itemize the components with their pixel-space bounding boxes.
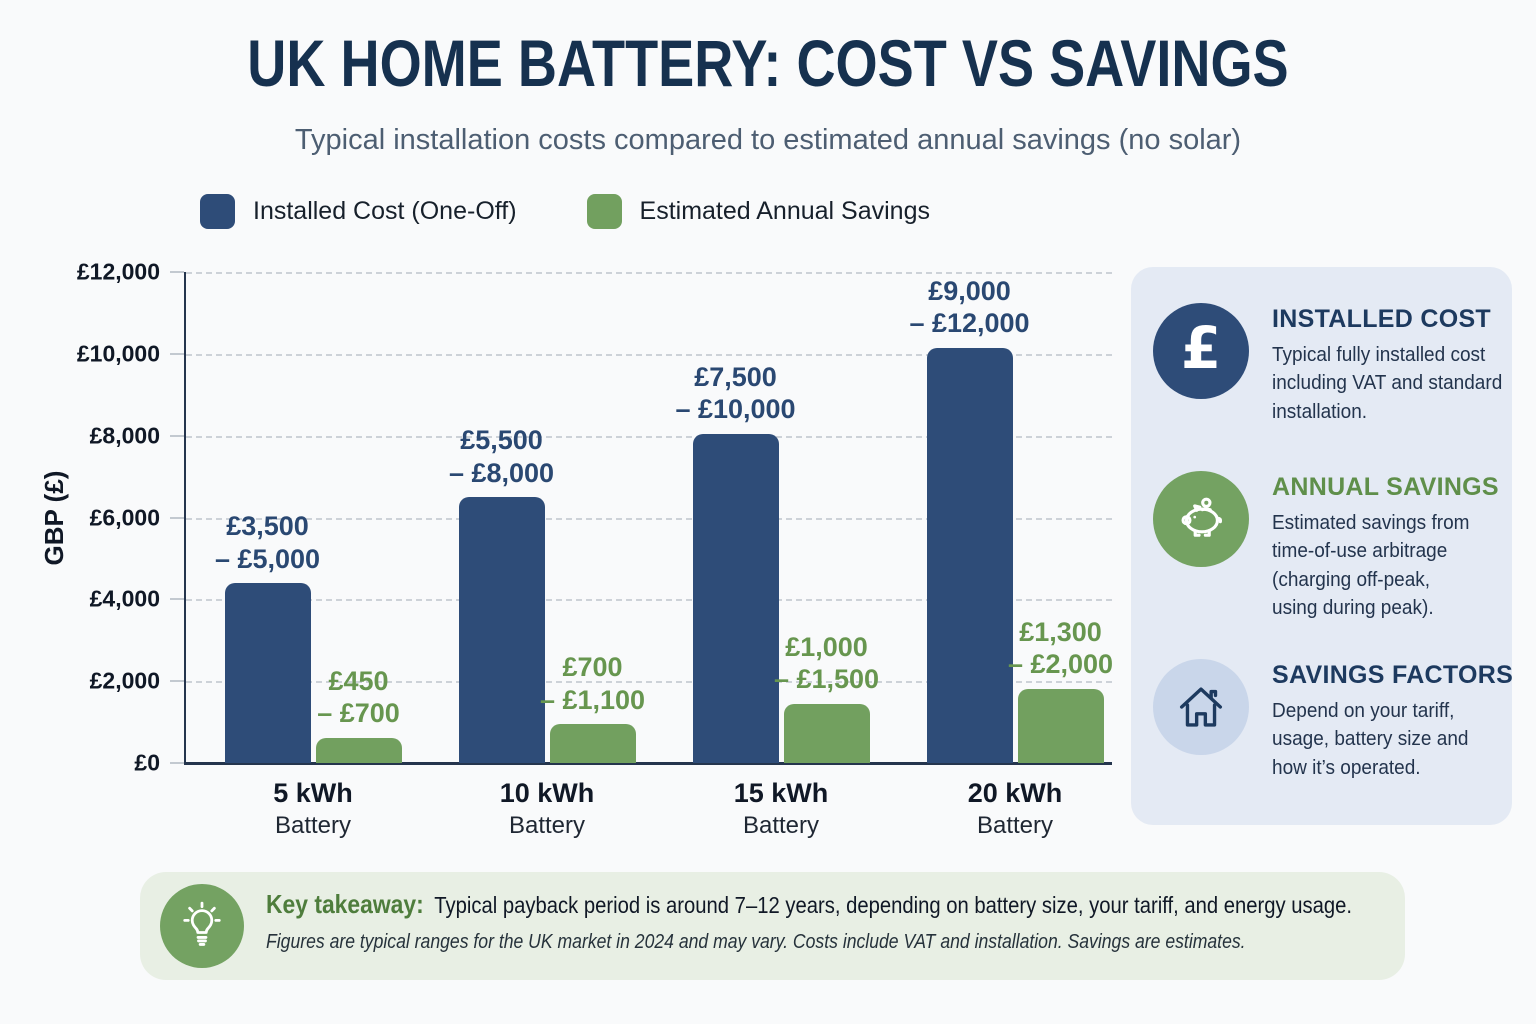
info-sidebar: £ INSTALLED COST Typical fully installed… [1131, 267, 1513, 825]
bar-slot: £3,500– £5,000 [215, 272, 320, 763]
card-text: SAVINGS FACTORS Depend on your tariff, u… [1272, 659, 1522, 782]
takeaway-main-line: Key takeaway: Typical payback period is a… [266, 889, 1352, 920]
bar-group-15-kwh: £7,500– £10,000 £1,000– £1,500 [675, 272, 879, 763]
y-axis-tick [170, 762, 184, 764]
y-axis-tick [170, 271, 184, 273]
cost-range-label: £5,500– £8,000 [448, 425, 555, 488]
legend-label-savings: Estimated Annual Savings [639, 197, 930, 225]
x-axis-line [184, 762, 1112, 765]
legend-item-installed-cost: Installed Cost (One-Off) [200, 194, 517, 229]
pound-icon: £ [1153, 303, 1249, 399]
gridline [186, 517, 1112, 520]
bar-chart-plot: £0 £2,000 £4,000 £6,000 £8,000 £10,000 £12,000… [77, 259, 1113, 840]
gridline [186, 599, 1112, 602]
info-card-installed-cost: £ INSTALLED COST Typical fully installed… [1153, 303, 1502, 426]
y-tick-label: £4,000 [89, 585, 160, 612]
bar-slot: £7,500– £10,000 [675, 272, 796, 763]
savings-range-label: £450– £700 [317, 665, 400, 729]
y-axis-tick [170, 352, 184, 355]
chart-legend: Installed Cost (One-Off) Estimated Annua… [0, 194, 1130, 229]
card-body-installed-cost: Typical fully installed cost including V… [1272, 344, 1503, 423]
y-axis-line [184, 272, 186, 763]
card-heading-annual-savings: ANNUAL SAVINGS [1272, 473, 1499, 501]
takeaway-text: Typical payback period is around 7–12 ye… [434, 892, 1353, 918]
bar-slot: £5,500– £8,000 [449, 272, 554, 763]
pound-glyph: £ [1180, 314, 1222, 382]
savings-bar-15-kwh [783, 703, 870, 763]
lightbulb-icon [160, 884, 244, 968]
savings-range-label: £1,300– £2,000 [1007, 616, 1114, 680]
page-title: UK HOME BATTERY: COST VS SAVINGS [247, 26, 1289, 100]
y-tick-label: £6,000 [89, 504, 160, 530]
y-tick-label: £10,000 [76, 340, 160, 367]
legend-swatch-savings-icon [586, 194, 622, 229]
gridline [186, 353, 1112, 356]
gridline [186, 435, 1112, 438]
bar-slot: £1,000– £1,500 [774, 272, 879, 763]
y-axis-tick [170, 434, 184, 437]
y-tick-label: £0 [134, 749, 160, 776]
piggy-bank-icon [1153, 471, 1249, 567]
gridline [186, 681, 1112, 684]
bar-group-10-kwh: £5,500– £8,000 £700– £1,100 [449, 272, 645, 763]
savings-bar-20-kwh [1017, 688, 1104, 763]
card-text: ANNUAL SAVINGS Estimated savings from ti… [1272, 471, 1522, 623]
info-card-savings-factors: SAVINGS FACTORS Depend on your tariff, u… [1153, 659, 1513, 782]
bar-slot: £700– £1,100 [540, 272, 645, 763]
card-body-annual-savings: Estimated savings from time-of-use arbit… [1272, 512, 1470, 620]
card-text: INSTALLED COST Typical fully installed c… [1272, 303, 1522, 426]
cost-range-label: £3,500– £5,000 [214, 511, 321, 574]
cost-bar-20-kwh [926, 347, 1013, 763]
card-body-savings-factors: Depend on your tariff, usage, battery si… [1272, 700, 1469, 779]
takeaway-text-block: Key takeaway: Typical payback period is a… [266, 889, 1396, 954]
cost-range-label: £9,000– £12,000 [909, 275, 1030, 339]
gridline [186, 272, 1112, 274]
bar-slot: £9,000– £12,000 [909, 272, 1030, 763]
bar-slot: £1,300– £2,000 [1008, 272, 1113, 763]
page-subtitle: Typical installation costs compared to e… [294, 124, 1242, 156]
x-category-label: 15 kWh Battery [733, 778, 829, 839]
x-category-label: 5 kWh Battery [273, 778, 353, 839]
y-tick-label: £2,000 [89, 667, 160, 694]
cost-range-label: £7,500– £10,000 [675, 361, 796, 425]
y-tick-label: £12,000 [76, 258, 160, 285]
x-category-label: 10 kWh Battery [499, 778, 595, 839]
title-wrap: UK HOME BATTERY: COST VS SAVINGS [0, 26, 1536, 102]
cost-bar-15-kwh [692, 433, 779, 763]
y-axis-tick [170, 680, 184, 683]
info-card-annual-savings: ANNUAL SAVINGS Estimated savings from ti… [1153, 471, 1501, 623]
x-category-label: 20 kWh Battery [967, 778, 1063, 839]
bar-slot: £450– £700 [315, 272, 402, 763]
legend-item-annual-savings: Estimated Annual Savings [586, 194, 930, 229]
house-icon [1153, 659, 1249, 755]
cost-bar-5-kwh [224, 582, 311, 763]
savings-range-label: £700– £1,100 [539, 652, 646, 715]
legend-label-cost: Installed Cost (One-Off) [253, 197, 517, 225]
legend-swatch-cost-icon [200, 194, 235, 229]
cost-bar-10-kwh [458, 497, 545, 763]
key-takeaway-panel: Key takeaway: Typical payback period is a… [140, 872, 1405, 980]
card-heading-savings-factors: SAVINGS FACTORS [1272, 661, 1514, 689]
bar-group-5-kwh: £3,500– £5,000 £450– £700 [215, 272, 402, 763]
savings-range-label: £1,000– £1,500 [773, 631, 880, 695]
card-heading-installed-cost: INSTALLED COST [1272, 305, 1492, 333]
takeaway-label: Key takeaway: [266, 889, 424, 919]
y-axis-tick [170, 598, 184, 601]
bar-group-20-kwh: £9,000– £12,000 £1,300– £2,000 [909, 272, 1113, 763]
savings-bar-5-kwh [315, 737, 402, 763]
y-tick-label: £8,000 [89, 422, 160, 449]
y-axis-tick [170, 516, 184, 519]
savings-bar-10-kwh [549, 724, 636, 763]
takeaway-footnote: Figures are typical ranges for the UK ma… [266, 931, 1246, 953]
